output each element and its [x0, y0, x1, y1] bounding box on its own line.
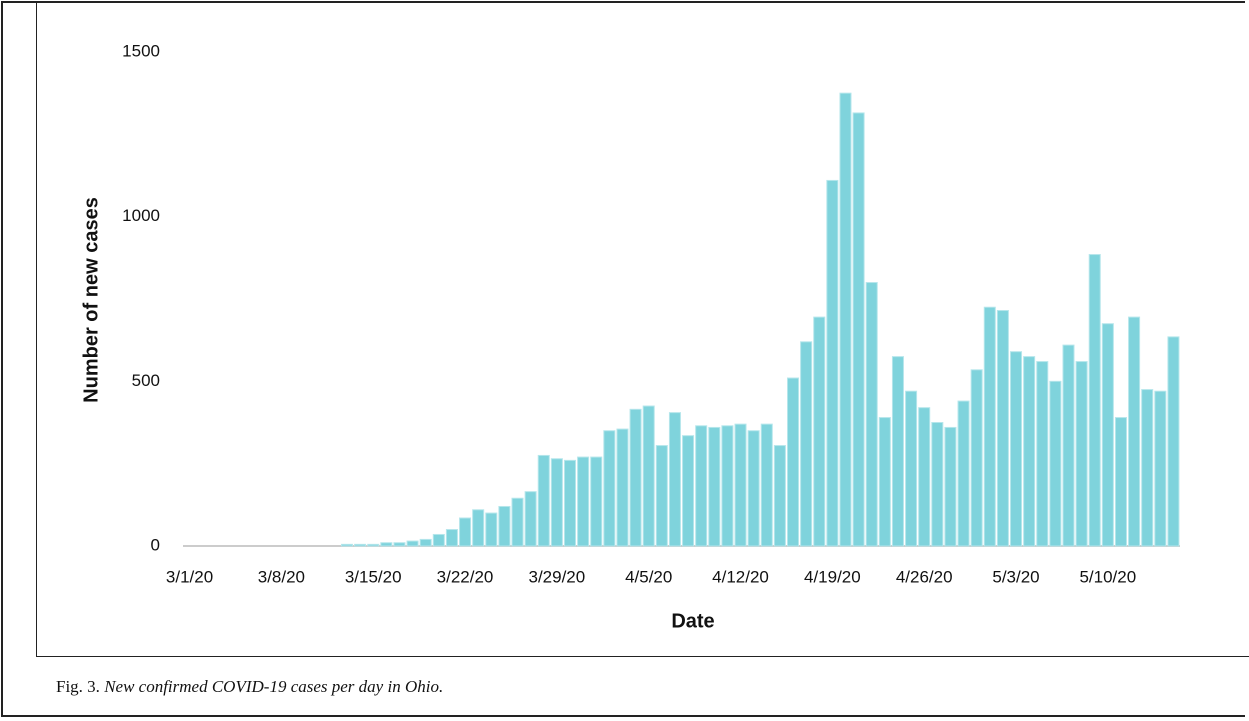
caption-label: Fig. 3. — [56, 677, 100, 696]
bar — [655, 445, 668, 547]
chart: Number of new cases Date 0 500 1000 1500 3/1… — [80, 41, 1180, 632]
x-tick-label: 4/5/20 — [625, 567, 672, 586]
bar — [406, 540, 419, 547]
bar — [1141, 389, 1154, 547]
bar — [1023, 356, 1036, 547]
bar — [340, 543, 353, 547]
bar — [1036, 361, 1049, 547]
bar — [970, 369, 983, 547]
x-tick-label: 3/22/20 — [437, 567, 494, 586]
bar — [747, 430, 760, 547]
x-tick-label: 4/12/20 — [712, 567, 769, 586]
bar — [983, 306, 996, 547]
bar — [603, 430, 616, 547]
bar — [957, 400, 970, 547]
bar — [1049, 380, 1062, 547]
bar — [1101, 323, 1114, 547]
bar — [498, 505, 511, 547]
bar — [721, 425, 734, 547]
bar — [629, 408, 642, 547]
bar — [826, 179, 839, 547]
bar — [1128, 316, 1141, 547]
bar — [891, 356, 904, 547]
bar — [537, 454, 550, 547]
x-tick-label: 5/3/20 — [992, 567, 1039, 586]
separator — [36, 656, 1249, 657]
bar — [511, 497, 524, 547]
x-axis-label: Date — [671, 610, 714, 632]
bar — [393, 542, 406, 547]
bar — [878, 417, 891, 547]
bar — [800, 341, 813, 547]
bar — [432, 533, 445, 547]
bar — [1062, 344, 1075, 547]
bar — [1154, 390, 1167, 547]
caption-text: New confirmed COVID-19 cases per day in … — [104, 677, 444, 696]
bar — [682, 435, 695, 547]
bar — [445, 529, 458, 547]
bar — [813, 316, 826, 547]
bar — [786, 377, 800, 547]
bar — [485, 512, 498, 547]
bar — [865, 282, 878, 547]
x-tick-label: 3/1/20 — [166, 567, 213, 586]
y-tick-label: 1000 — [122, 206, 160, 225]
bar — [668, 412, 681, 547]
bar — [577, 456, 590, 547]
bar — [944, 426, 957, 547]
bar — [852, 112, 865, 547]
bar — [1114, 417, 1127, 547]
bar — [1010, 351, 1023, 547]
bar — [996, 310, 1009, 547]
bar — [918, 407, 931, 547]
y-tick-label: 0 — [151, 535, 160, 554]
y-axis-label: Number of new cases — [80, 197, 102, 403]
bar — [616, 428, 629, 547]
bar — [642, 405, 655, 547]
bar — [773, 445, 786, 547]
x-tick-label: 5/10/20 — [1079, 567, 1136, 586]
bar — [1075, 361, 1088, 547]
x-tick-label: 3/15/20 — [345, 567, 402, 586]
bar — [708, 426, 721, 547]
bar — [590, 456, 603, 547]
bar — [380, 542, 393, 547]
x-tick-label: 3/29/20 — [529, 567, 586, 586]
bar — [419, 538, 432, 547]
bar — [524, 491, 537, 547]
bar — [563, 459, 577, 547]
bar — [695, 425, 708, 547]
y-tick-label: 1500 — [122, 41, 160, 60]
x-tick-label: 4/19/20 — [804, 567, 861, 586]
caption: Fig. 3. New confirmed COVID-19 cases per… — [56, 677, 443, 697]
bar — [760, 423, 773, 547]
frame-line — [36, 1, 37, 656]
bar — [459, 517, 472, 547]
bar — [354, 543, 367, 547]
bar — [550, 458, 563, 547]
x-tick-label: 3/8/20 — [258, 567, 305, 586]
bar — [367, 543, 380, 547]
bar — [734, 423, 747, 547]
y-tick-label: 500 — [132, 371, 160, 390]
bar — [1167, 336, 1180, 547]
bar — [472, 509, 485, 547]
bar — [839, 92, 852, 547]
bar — [1088, 254, 1101, 547]
bar — [931, 422, 944, 547]
x-tick-label: 4/26/20 — [896, 567, 953, 586]
bar — [905, 390, 918, 547]
